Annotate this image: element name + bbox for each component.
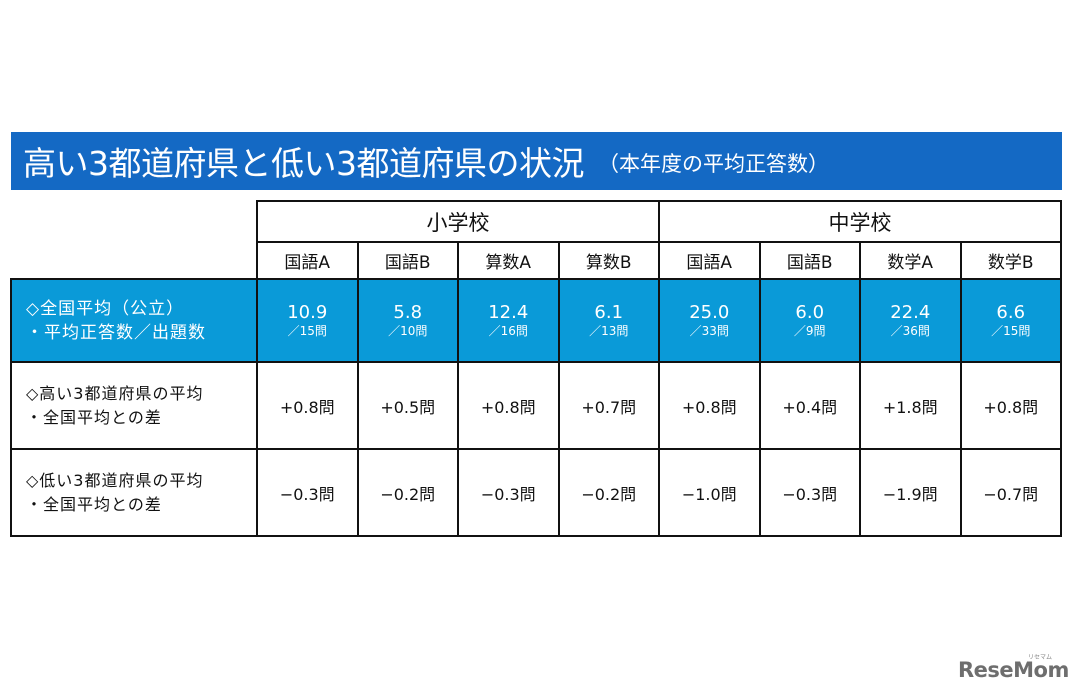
header-junior-high: 中学校 (658, 200, 1062, 243)
row-label-line2: ・全国平均との差 (26, 407, 162, 427)
school-header-row: 小学校 中学校 (11, 200, 1062, 280)
subject-header: 国語A (256, 241, 359, 280)
question-count: ／13問 (589, 323, 629, 338)
question-count: ／36問 (890, 323, 930, 338)
subject-header-row: 国語A 国語B 算数A 算数B 国語A 国語B 数学A 数学B (11, 241, 1062, 280)
diff-cell: −0.3問 (256, 448, 359, 537)
diff-cell: +0.8問 (457, 361, 560, 450)
avg-value: 12.4 (488, 301, 529, 323)
avg-value: 6.6 (996, 301, 1026, 323)
row-label-line1: ◇低い3都道府県の平均 (26, 470, 204, 490)
diff-cell: −0.2問 (356, 448, 459, 537)
diff-cell: +0.8問 (256, 361, 359, 450)
table-row-top3: ◇高い3都道府県の平均 ・全国平均との差 +0.8問 +0.5問 +0.8問 +… (10, 361, 1062, 450)
question-count: ／15問 (287, 323, 327, 338)
avg-value: 22.4 (890, 301, 931, 323)
results-table: 小学校 中学校 国語A 国語B 算数A 算数B 国語A 国語B 数学A 数学B … (10, 200, 1062, 537)
avg-cell: 12.4 ／16問 (457, 278, 560, 363)
question-count: ／10問 (388, 323, 428, 338)
subject-header: 数学A (859, 241, 962, 280)
avg-cell: 25.0 ／33問 (658, 278, 761, 363)
row-label: ◇全国平均（公立） ・平均正答数／出題数 (10, 278, 258, 363)
diff-cell: +0.8問 (959, 361, 1062, 450)
subject-header: 算数A (457, 241, 560, 280)
avg-value: 6.1 (594, 301, 624, 323)
avg-value: 6.0 (795, 301, 825, 323)
diff-cell: −0.3問 (758, 448, 861, 537)
subject-header: 国語B (356, 241, 459, 280)
avg-cell: 5.8 ／10問 (356, 278, 459, 363)
avg-cell: 22.4 ／36問 (859, 278, 962, 363)
table-row-bottom3: ◇低い3都道府県の平均 ・全国平均との差 −0.3問 −0.2問 −0.3問 −… (10, 448, 1062, 537)
subject-header: 算数B (557, 241, 660, 280)
row-label: ◇低い3都道府県の平均 ・全国平均との差 (10, 448, 258, 537)
row-label: ◇高い3都道府県の平均 ・全国平均との差 (10, 361, 258, 450)
avg-cell: 10.9 ／15問 (256, 278, 359, 363)
table-row-national-average: ◇全国平均（公立） ・平均正答数／出題数 10.9 ／15問 5.8 ／10問 12… (10, 278, 1062, 363)
avg-cell: 6.0 ／9問 (758, 278, 861, 363)
diff-cell: −0.3問 (457, 448, 560, 537)
subject-header: 国語A (658, 241, 761, 280)
avg-value: 10.9 (287, 301, 328, 323)
avg-value: 25.0 (689, 301, 730, 323)
avg-value: 5.8 (393, 301, 423, 323)
subject-header: 国語B (758, 241, 861, 280)
diff-cell: +0.8問 (658, 361, 761, 450)
page-title: 高い3都道府県と低い3都道府県の状況 (23, 144, 585, 183)
header-elementary: 小学校 (256, 200, 660, 243)
diff-cell: −1.0問 (658, 448, 761, 537)
diff-cell: +0.4問 (758, 361, 861, 450)
question-count: ／9問 (793, 323, 826, 338)
avg-cell: 6.6 ／15問 (959, 278, 1062, 363)
avg-cell: 6.1 ／13問 (557, 278, 660, 363)
question-count: ／15問 (991, 323, 1031, 338)
resemom-logo: ReseMom (958, 658, 1068, 682)
row-label-line2: ・全国平均との差 (26, 494, 162, 514)
row-label-line1: ◇高い3都道府県の平均 (26, 383, 204, 403)
corner-blank (11, 201, 258, 280)
resemom-logo-ruby: リセマム (1028, 654, 1053, 661)
row-label-line2: ・平均正答数／出題数 (26, 322, 206, 343)
subject-header: 数学B (959, 241, 1062, 280)
title-bar: 高い3都道府県と低い3都道府県の状況 （本年度の平均正答数） (11, 132, 1062, 190)
question-count: ／33問 (689, 323, 729, 338)
diff-cell: +0.7問 (557, 361, 660, 450)
diff-cell: −1.9問 (859, 448, 962, 537)
diff-cell: +1.8問 (859, 361, 962, 450)
diff-cell: −0.2問 (557, 448, 660, 537)
page-subtitle: （本年度の平均正答数） (598, 152, 829, 176)
diff-cell: +0.5問 (356, 361, 459, 450)
row-label-line1: ◇全国平均（公立） (26, 298, 185, 319)
question-count: ／16問 (488, 323, 528, 338)
diff-cell: −0.7問 (959, 448, 1062, 537)
